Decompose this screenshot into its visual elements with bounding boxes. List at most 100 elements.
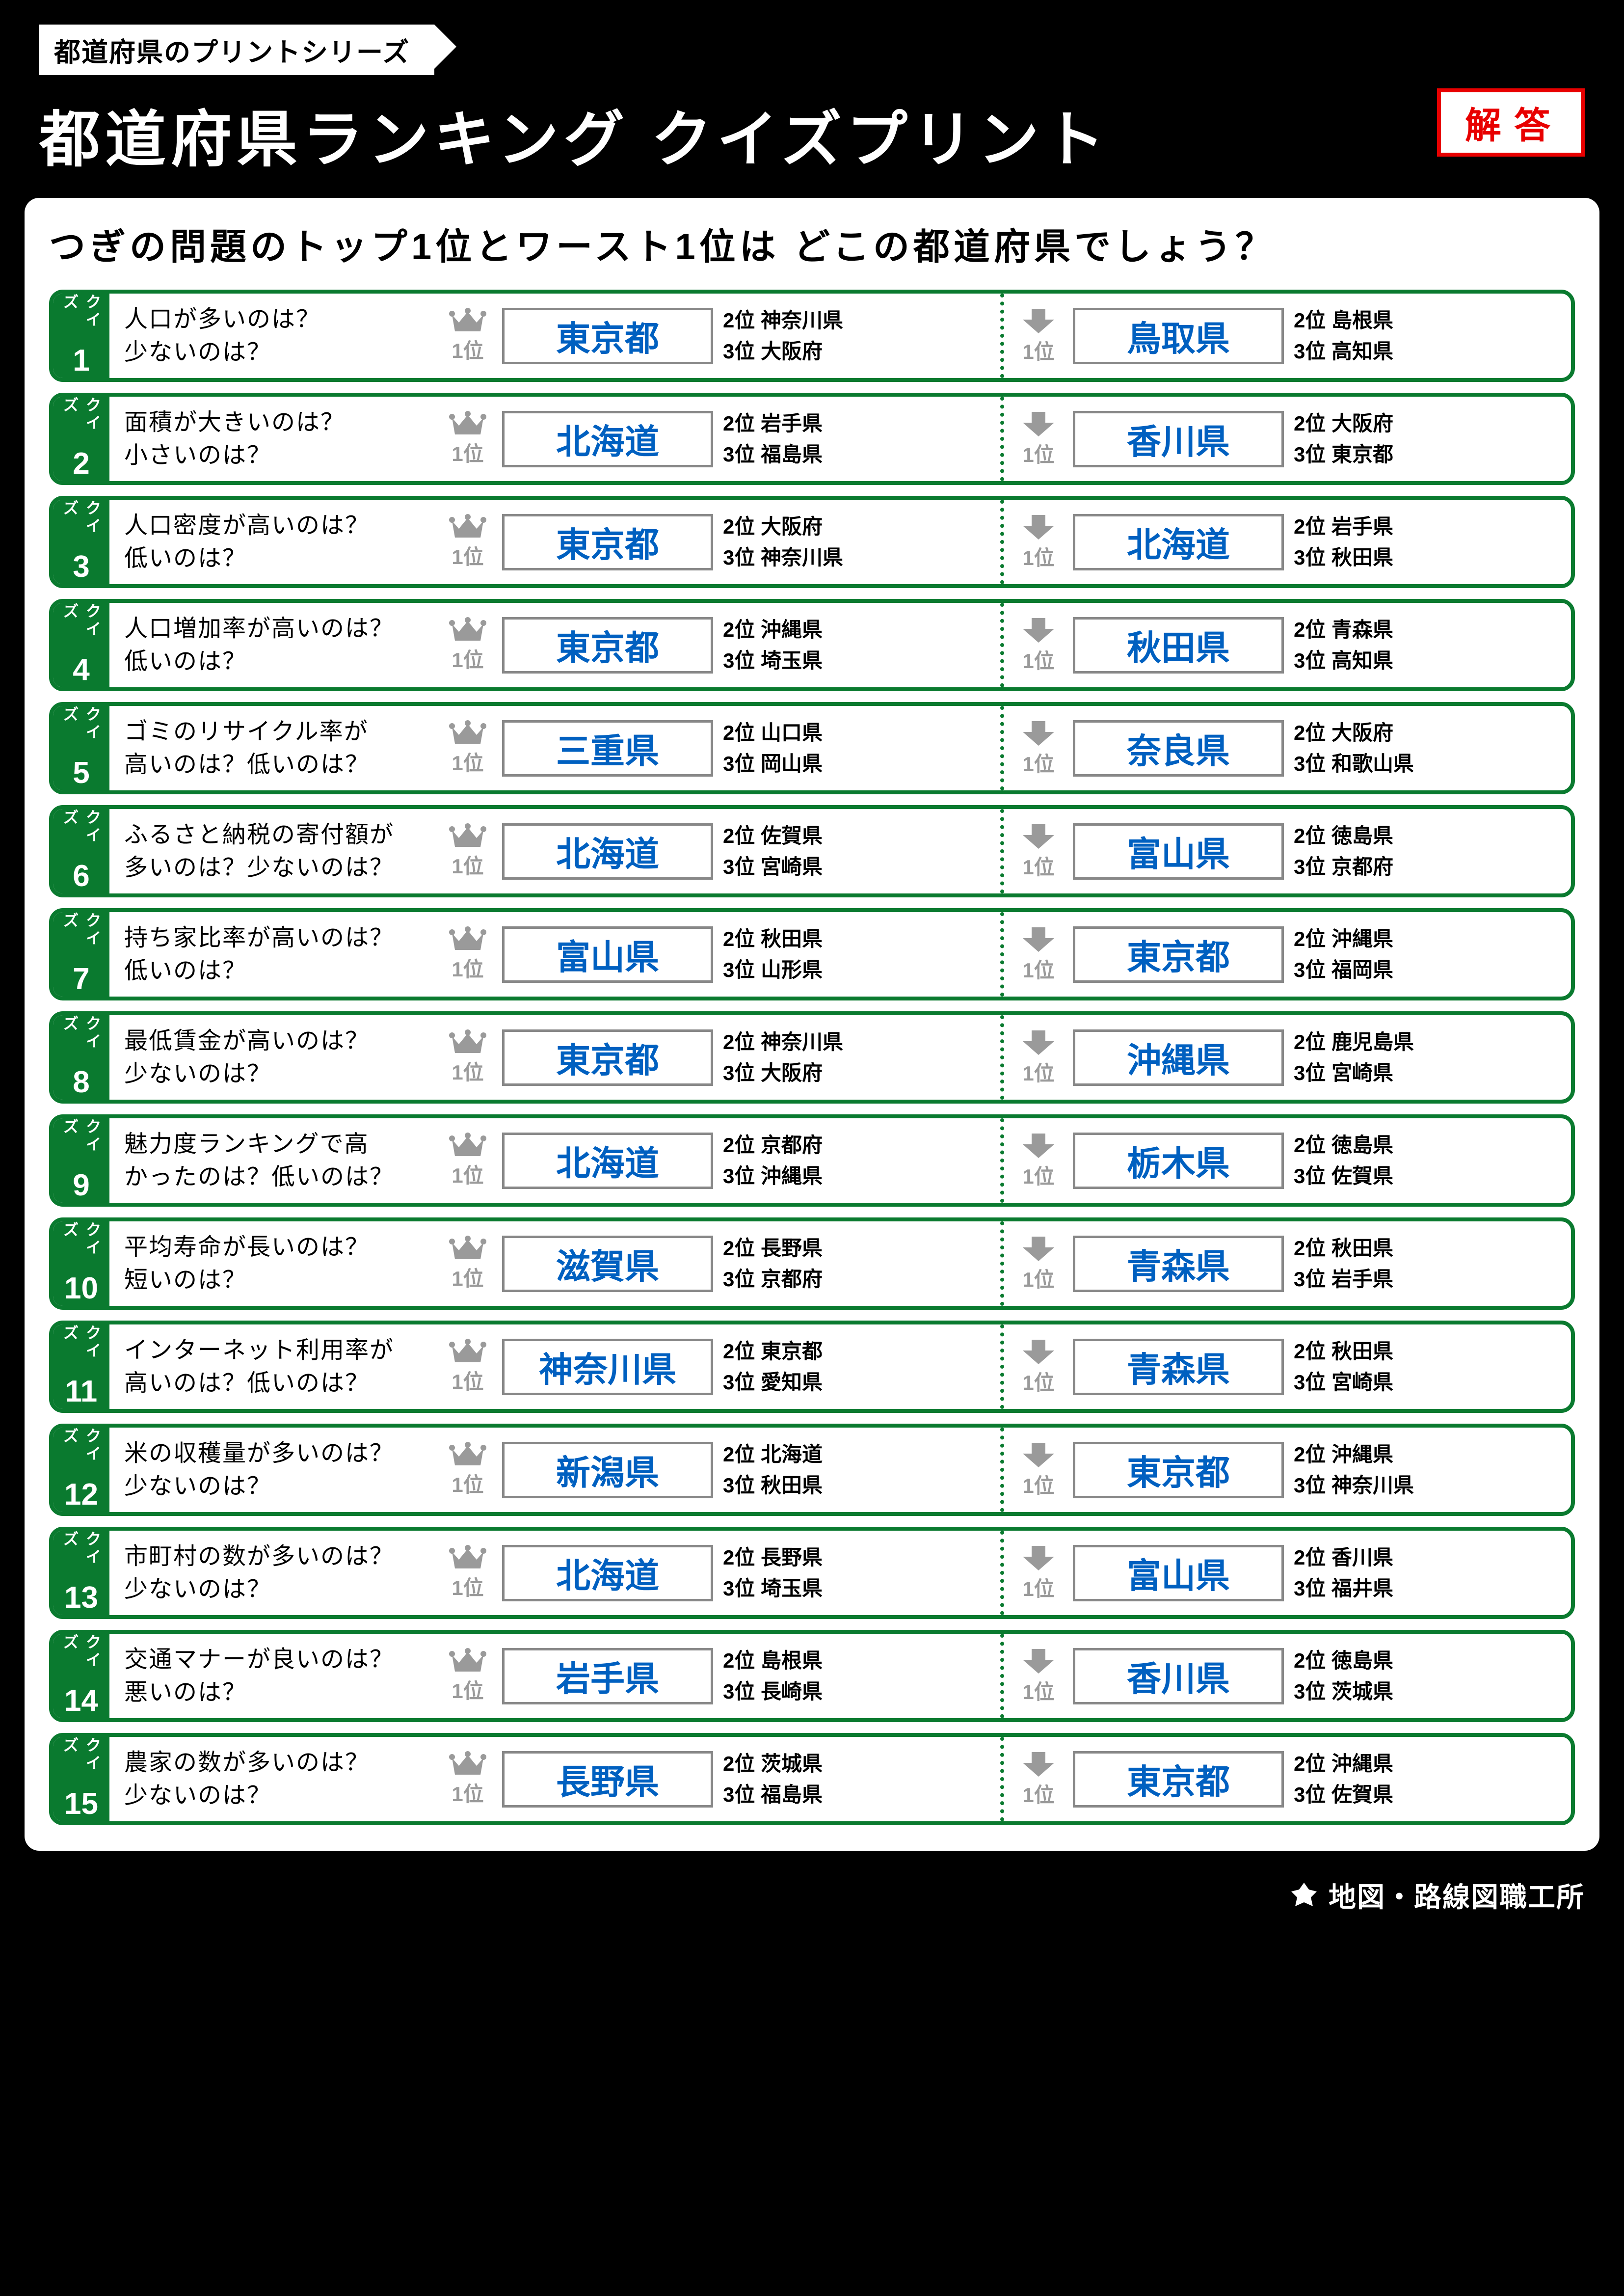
worst-rank-block: 1位 香川県 2位 大阪府 3位 東京都 [1000,397,1571,481]
header: 都道府県のプリントシリーズ 都道府県ランキング クイズプリント 解答 [0,0,1624,198]
worst-answer: 東京都 [1073,926,1284,983]
top-rank2: 2位 大阪府 [723,511,843,542]
question-text: 人口増加率が高いのは？低いのは？ [109,603,433,687]
worst-rank2: 2位 徳島県 [1294,1645,1393,1676]
top-answer: 新潟県 [502,1442,713,1498]
question-text: 最低賃金が高いのは？少ないのは？ [109,1015,433,1100]
footer-text: 地図・路線図職工所 [1329,1875,1585,1915]
quiz-row: クイズ 1 人口が多いのは？少ないのは？ 1位 東京都 2位 神奈川県 3位 大… [49,290,1575,382]
question-text: ゴミのリサイクル率が高いのは？低いのは？ [109,706,433,790]
quiz-row: クイズ 11 インターネット利用率が高いのは？低いのは？ 1位 神奈川県 2位 … [49,1321,1575,1413]
quiz-row: クイズ 6 ふるさと納税の寄付額が多いのは？少ないのは？ 1位 北海道 2位 佐… [49,805,1575,897]
top-rank-block: 1位 東京都 2位 神奈川県 3位 大阪府 [433,1015,1000,1100]
down-arrow-icon: 1位 [1014,410,1063,468]
quiz-label: クイズ [59,912,104,960]
worst-runners: 2位 徳島県 3位 佐賀県 [1294,1130,1393,1191]
top-rank-block: 1位 富山県 2位 秋田県 3位 山形県 [433,912,1000,997]
worst-answer: 香川県 [1073,1648,1284,1704]
worst-rank3: 3位 高知県 [1294,645,1393,676]
top-answer: 滋賀県 [502,1236,713,1292]
top-rank2: 2位 長野県 [723,1233,823,1264]
top-answer: 東京都 [502,514,713,570]
top-rank2: 2位 茨城県 [723,1748,823,1779]
top-rank3: 3位 沖縄県 [723,1161,823,1191]
worst-runners: 2位 大阪府 3位 和歌山県 [1294,717,1414,779]
quiz-number-tab: クイズ 8 [53,1015,109,1100]
question-text: インターネット利用率が高いのは？低いのは？ [109,1324,433,1409]
worst-runners: 2位 沖縄県 3位 佐賀県 [1294,1748,1393,1810]
top-rank3: 3位 秋田県 [723,1470,823,1501]
quiz-label: クイズ [59,397,104,444]
quiz-number: 3 [73,549,89,584]
worst-rank2: 2位 秋田県 [1294,1233,1393,1264]
top-rank2: 2位 佐賀県 [723,820,823,851]
worst-rank-block: 1位 東京都 2位 沖縄県 3位 佐賀県 [1000,1737,1571,1821]
subtitle: つぎの問題のトップ1位とワースト1位は どこの都道府県でしょう？ [49,217,1575,270]
quiz-label: クイズ [59,1118,104,1166]
worst-answer: 奈良県 [1073,720,1284,777]
worst-rank2: 2位 鹿児島県 [1294,1026,1414,1057]
top-runners: 2位 島根県 3位 長崎県 [723,1645,823,1707]
top-rank2: 2位 京都府 [723,1130,823,1161]
worst-rank3: 3位 京都府 [1294,851,1393,882]
quiz-number-tab: クイズ 12 [53,1428,109,1512]
top-rank-block: 1位 東京都 2位 沖縄県 3位 埼玉県 [433,603,1000,687]
top-rank2: 2位 秋田県 [723,923,823,954]
worst-answer: 北海道 [1073,514,1284,570]
crown-icon: 1位 [443,1133,492,1189]
top-rank3: 3位 埼玉県 [723,1573,823,1604]
worst-runners: 2位 岩手県 3位 秋田県 [1294,511,1393,573]
top-rank2: 2位 岩手県 [723,408,823,439]
quiz-number: 10 [64,1271,98,1306]
question-text: 面積が大きいのは？小さいのは？ [109,397,433,481]
question-text: 持ち家比率が高いのは？低いのは？ [109,912,433,997]
quiz-label: クイズ [59,1324,104,1372]
crown-icon: 1位 [443,720,492,777]
quiz-row: クイズ 9 魅力度ランキングで高かったのは？低いのは？ 1位 北海道 2位 京都… [49,1114,1575,1207]
top-answer: 北海道 [502,1133,713,1189]
top-answer: 富山県 [502,926,713,983]
top-runners: 2位 東京都 3位 愛知県 [723,1336,823,1398]
top-rank3: 3位 神奈川県 [723,542,843,573]
crown-icon: 1位 [443,1648,492,1704]
top-runners: 2位 沖縄県 3位 埼玉県 [723,614,823,676]
top-rank-block: 1位 北海道 2位 佐賀県 3位 宮崎県 [433,809,1000,893]
quiz-label: クイズ [59,1634,104,1681]
top-answer: 神奈川県 [502,1339,713,1395]
quiz-number-tab: クイズ 4 [53,603,109,687]
top-rank-block: 1位 北海道 2位 京都府 3位 沖縄県 [433,1118,1000,1203]
down-arrow-icon: 1位 [1014,1647,1063,1705]
worst-rank2: 2位 大阪府 [1294,717,1414,748]
main-title: 都道府県ランキング クイズプリント [39,90,1585,178]
top-answer: 東京都 [502,617,713,674]
worst-rank2: 2位 島根県 [1294,305,1393,336]
quiz-row: クイズ 3 人口密度が高いのは？低いのは？ 1位 東京都 2位 大阪府 3位 神… [49,496,1575,588]
down-arrow-icon: 1位 [1014,1132,1063,1190]
worst-answer: 鳥取県 [1073,308,1284,364]
top-answer: 東京都 [502,1029,713,1086]
quiz-row: クイズ 14 交通マナーが良いのは？悪いのは？ 1位 岩手県 2位 島根県 3位… [49,1630,1575,1722]
quiz-label: クイズ [59,1428,104,1475]
top-rank-block: 1位 神奈川県 2位 東京都 3位 愛知県 [433,1324,1000,1409]
quiz-label: クイズ [59,500,104,547]
page: 都道府県のプリントシリーズ 都道府県ランキング クイズプリント 解答 つぎの問題… [0,0,1624,1940]
quiz-label: クイズ [59,706,104,754]
top-answer: 東京都 [502,308,713,364]
top-answer: 北海道 [502,411,713,467]
top-rank-block: 1位 岩手県 2位 島根県 3位 長崎県 [433,1634,1000,1718]
quiz-label: クイズ [59,1737,104,1784]
top-runners: 2位 北海道 3位 秋田県 [723,1439,823,1501]
quiz-number-tab: クイズ 14 [53,1634,109,1718]
worst-rank2: 2位 徳島県 [1294,820,1393,851]
question-text: 米の収穫量が多いのは？少ないのは？ [109,1428,433,1512]
crown-icon: 1位 [443,1751,492,1808]
top-rank3: 3位 京都府 [723,1264,823,1295]
top-rank-block: 1位 滋賀県 2位 長野県 3位 京都府 [433,1221,1000,1306]
worst-rank-block: 1位 奈良県 2位 大阪府 3位 和歌山県 [1000,706,1571,790]
worst-runners: 2位 香川県 3位 福井県 [1294,1542,1393,1604]
crown-icon: 1位 [443,1236,492,1292]
top-runners: 2位 長野県 3位 京都府 [723,1233,823,1295]
worst-rank3: 3位 秋田県 [1294,542,1393,573]
quiz-label: クイズ [59,809,104,857]
quiz-row: クイズ 2 面積が大きいのは？小さいのは？ 1位 北海道 2位 岩手県 3位 福… [49,393,1575,485]
